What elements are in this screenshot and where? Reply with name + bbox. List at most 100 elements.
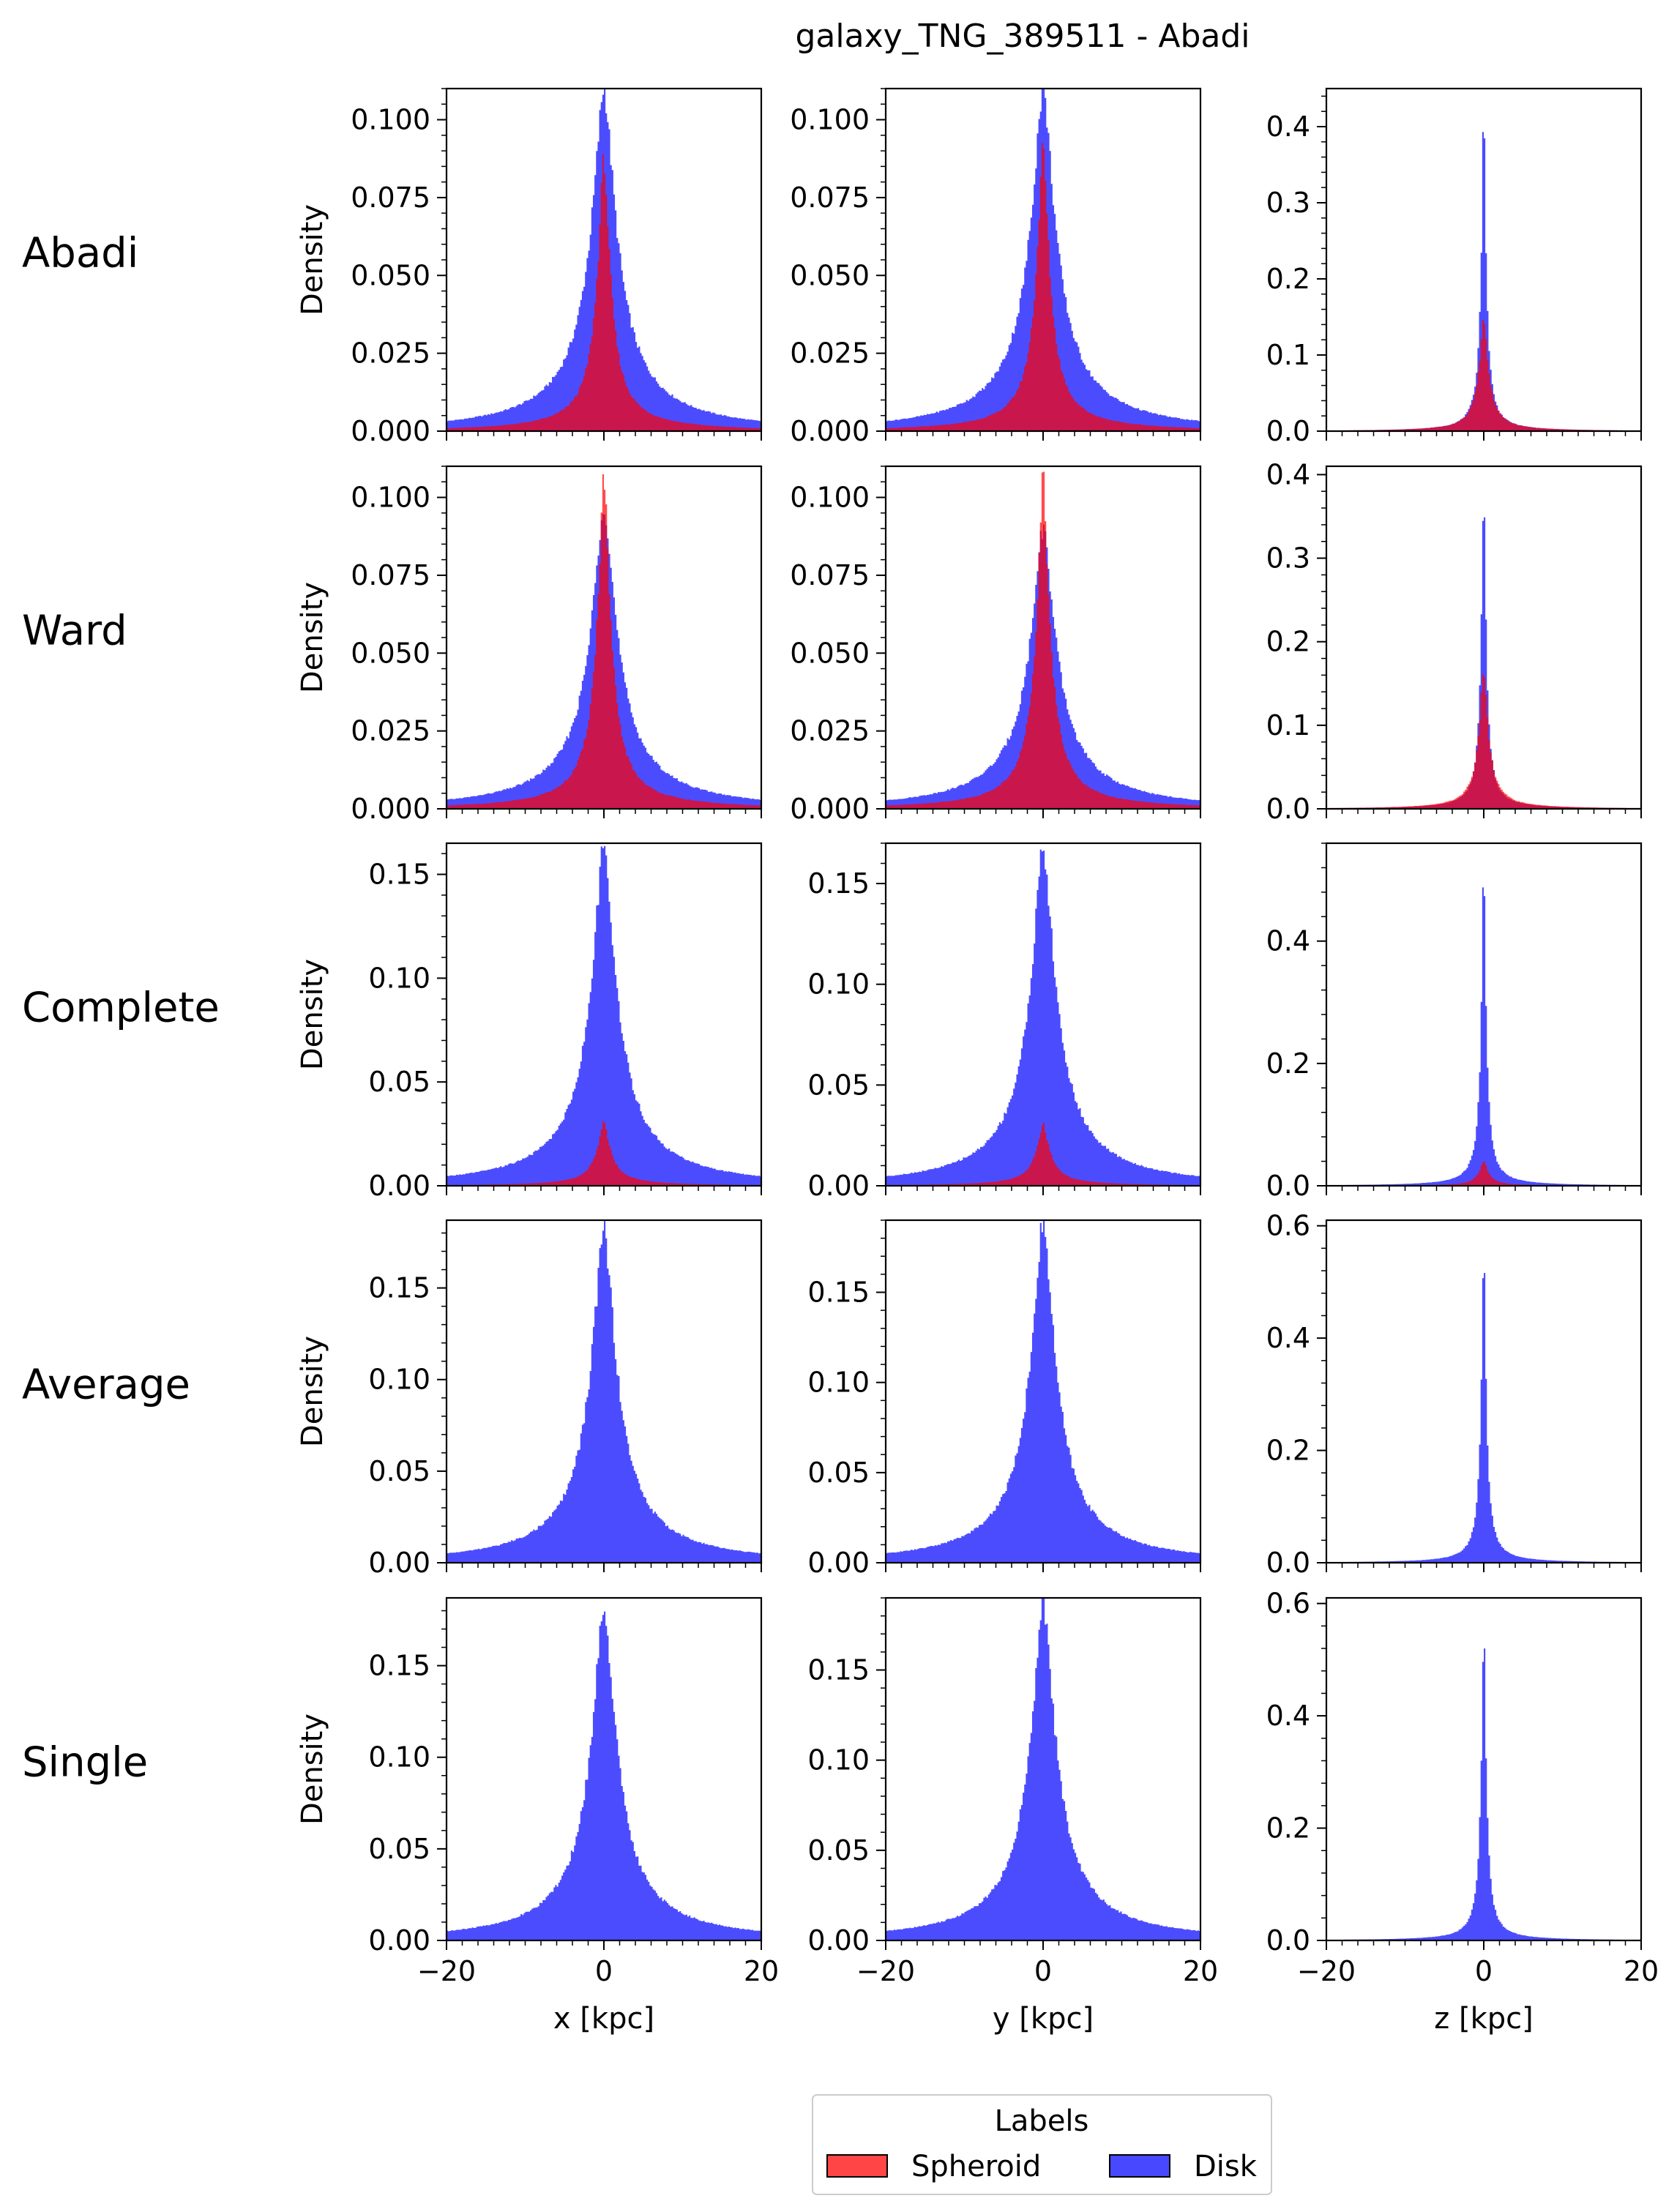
panel-abadi-z-ytick-label: 0.2 (1266, 263, 1310, 295)
panel-average-z-ytick-label: 0.4 (1266, 1322, 1310, 1354)
panel-ward-x-ytick-label: 0.025 (351, 715, 430, 747)
panel-average-x-disk-hist (447, 1220, 761, 1563)
panel-average-y-bars (886, 1220, 1200, 1563)
panel-single-x-xtick-label: 20 (744, 1955, 779, 1987)
panel-ward-x-ylabel: Density (296, 582, 329, 693)
panel-single-z-bars (1326, 1648, 1641, 1940)
row-label-average: Average (22, 1361, 190, 1408)
panel-single-y-disk-hist (886, 1598, 1200, 1940)
panel-complete-x-ylabel: Density (296, 959, 329, 1070)
panel-ward-y-spheroid-hist (886, 471, 1200, 809)
panel-abadi-z-ytick-label: 0.3 (1266, 187, 1310, 219)
panel-single-y-xtick-label: 0 (1034, 1955, 1052, 1987)
panel-average-z-disk-hist (1326, 1273, 1641, 1563)
panel-ward-x-ytick-label: 0.100 (351, 482, 430, 514)
panel-single-x-disk-hist (447, 1611, 761, 1940)
panel-abadi-z-ytick-label: 0.1 (1266, 339, 1310, 371)
panel-abadi-y-ytick-label: 0.050 (790, 259, 870, 291)
panel-average-z: 0.0 0.2 0.4 0.6 (1266, 1210, 1643, 1579)
figure-title: galaxy_TNG_389511 - Abadi (795, 18, 1250, 55)
panel-single-x-ytick-label: 0.05 (368, 1833, 430, 1865)
panel-ward-x-bars (447, 474, 761, 809)
panel-abadi-x-ytick-label: 0.000 (351, 415, 430, 447)
panel-single-x-ytick-label: 0.15 (368, 1650, 430, 1682)
panel-average-y-ytick-label: 0.05 (807, 1457, 870, 1489)
panel-average-y-ytick-label: 0.00 (807, 1547, 870, 1579)
panel-abadi-y-ytick-label: 0.000 (790, 415, 870, 447)
panel-single-y-ytick-label: 0.15 (807, 1654, 870, 1686)
panel-complete-z-ytick-label: 0.2 (1266, 1047, 1310, 1080)
panel-ward-x-spheroid-hist (447, 474, 761, 809)
panel-single-z-xlabel: z [kpc] (1434, 2002, 1533, 2036)
panel-ward-z-ytick-label: 0.4 (1266, 458, 1310, 490)
panel-complete-y-ytick-label: 0.10 (807, 968, 870, 1001)
row-label-complete: Complete (22, 984, 220, 1031)
panel-complete-z-bars (1326, 887, 1641, 1186)
panel-abadi-z-spheroid-hist (1326, 320, 1641, 431)
panel-abadi-x-ytick-label: 0.075 (351, 182, 430, 214)
panel-complete-y-ytick-label: 0.00 (807, 1170, 870, 1202)
panel-single-y-ytick-label: 0.10 (807, 1744, 870, 1776)
panel-average-z-bars (1326, 1273, 1641, 1563)
panel-complete-y-ytick-label: 0.05 (807, 1069, 870, 1101)
panel-complete-x-ytick-label: 0.15 (368, 859, 430, 891)
panel-complete-x: 0.00 0.05 0.10 0.15 Density (296, 842, 763, 1202)
panel-abadi-x-ytick-label: 0.025 (351, 337, 430, 370)
panel-complete-x-ytick-label: 0.00 (368, 1170, 430, 1202)
row-labels: Abadi Ward Complete Average Single (22, 229, 220, 1786)
panel-abadi-z-disk-hist (1326, 132, 1641, 431)
panel-ward-y-ytick-label: 0.000 (790, 793, 870, 825)
panel-single-y-ytick-label: 0.05 (807, 1834, 870, 1867)
panel-ward-z-spheroid-hist (1326, 673, 1641, 809)
panel-ward-y-ytick-label: 0.100 (790, 482, 870, 514)
panel-complete-x-ytick-label: 0.10 (368, 962, 430, 994)
panel-abadi-x-ytick-label: 0.100 (351, 104, 430, 136)
panel-abadi-z-ytick-label: 0.4 (1266, 111, 1310, 143)
panel-single-x-xtick-label: 0 (595, 1955, 613, 1987)
panel-single-y: 0.00 0.05 0.10 0.15 −20 0 20 y [kpc] (807, 1596, 1218, 2036)
panel-single-z-disk-hist (1326, 1648, 1641, 1940)
panel-abadi-y: 0.000 0.025 0.050 0.075 0.100 (790, 87, 1202, 447)
panel-single-z-xtick-label: 20 (1624, 1955, 1659, 1987)
panel-single-x: 0.00 0.05 0.10 0.15 −20 0 20 Density x [kpc] (296, 1596, 779, 2036)
panel-abadi-z-ytick-label: 0.0 (1266, 415, 1310, 447)
panels: 0.0000.0250.0500.0750.100Density0.0000.0… (296, 87, 1659, 2036)
panel-average-z-ytick-label: 0.6 (1266, 1210, 1310, 1242)
panel-single-y-bars (886, 1598, 1200, 1940)
panel-average-y-disk-hist (886, 1220, 1200, 1563)
panel-complete-x-disk-hist (447, 845, 761, 1186)
panel-complete-z-ytick-label: 0.0 (1266, 1170, 1310, 1202)
panel-single-z-xtick-label: 0 (1475, 1955, 1493, 1987)
panel-average-z-ytick-label: 0.2 (1266, 1435, 1310, 1467)
panel-single-z-ytick-label: 0.2 (1266, 1812, 1310, 1845)
panel-ward-x: 0.000 0.025 0.050 0.075 0.100 Density (296, 465, 763, 825)
panel-average-y-ytick-label: 0.10 (807, 1367, 870, 1399)
panel-ward-x-ytick-label: 0.050 (351, 637, 430, 669)
panel-single-y-xlabel: y [kpc] (993, 2002, 1094, 2036)
panel-complete-z-spheroid-hist (1326, 1161, 1641, 1186)
panel-ward-z-ytick-label: 0.2 (1266, 626, 1310, 658)
legend-swatch-spheroid (826, 2154, 888, 2178)
panel-ward-y-ytick-label: 0.075 (790, 559, 870, 591)
panel-abadi-y-bars (886, 89, 1200, 431)
panel-ward-z-ytick-label: 0.0 (1266, 793, 1310, 825)
panel-single-x-ylabel: Density (296, 1714, 329, 1825)
panel-complete-y-disk-hist (886, 849, 1200, 1186)
panel-abadi-y-spheroid-hist (886, 143, 1200, 431)
legend-swatch-disk (1109, 2154, 1170, 2178)
panel-abadi-y-ytick-label: 0.025 (790, 337, 870, 370)
panel-complete-x-bars (447, 845, 761, 1186)
panel-single-y-xtick-label: −20 (856, 1955, 915, 1987)
panel-abadi-y-ytick-label: 0.075 (790, 182, 870, 214)
panel-single-y-ytick-label: 0.00 (807, 1924, 870, 1957)
panel-complete-y-bars (886, 849, 1200, 1186)
panel-complete-y: 0.00 0.05 0.10 0.15 (807, 842, 1202, 1202)
panel-complete-x-spheroid-hist (447, 1121, 761, 1186)
row-label-ward: Ward (22, 607, 127, 654)
row-label-single: Single (22, 1738, 148, 1786)
panel-complete-y-spheroid-hist (886, 1122, 1200, 1186)
panel-single-z-ytick-label: 0.6 (1266, 1588, 1310, 1620)
panel-ward-z-ytick-label: 0.1 (1266, 709, 1310, 741)
panel-single-z-ytick-label: 0.0 (1266, 1924, 1310, 1957)
